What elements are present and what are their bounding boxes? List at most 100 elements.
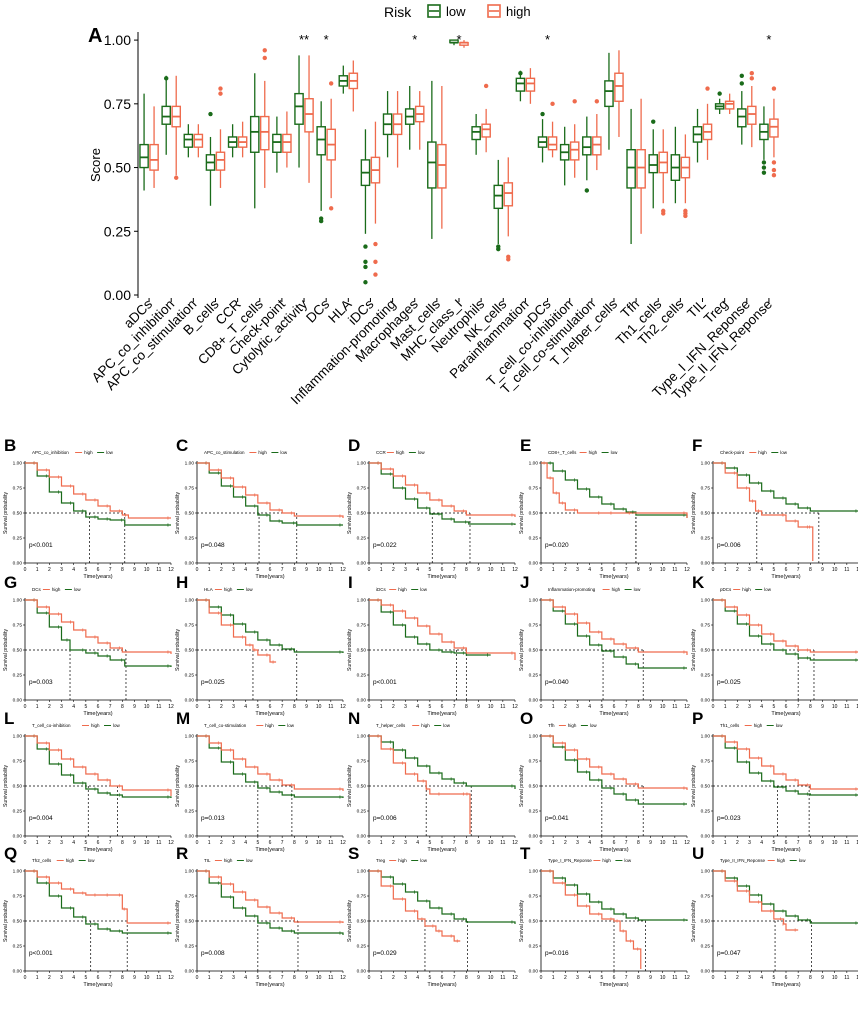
- km-x-tick-label: 4: [244, 975, 247, 981]
- km-x-tick-label: 9: [477, 704, 480, 710]
- km-x-tick-label: 5: [428, 840, 431, 846]
- km-legend-label-high: high: [754, 723, 763, 728]
- km-x-tick-label: 6: [269, 840, 272, 846]
- box-high: [680, 134, 691, 219]
- km-y-axis-label: Survival probability: [519, 492, 525, 534]
- significance-mark: *: [412, 32, 417, 47]
- km-curve-low: [369, 735, 516, 789]
- km-y-tick-label: 0.00: [701, 698, 711, 704]
- km-p-value: p=0.040: [545, 679, 569, 686]
- km-x-tick-label: 9: [133, 840, 136, 846]
- km-y-tick-label: 1.00: [357, 734, 367, 740]
- km-y-tick-label: 0.50: [185, 784, 195, 790]
- km-x-tick-label: 1: [36, 975, 39, 981]
- km-y-tick-label: 1.00: [13, 734, 23, 740]
- outlier-point: [739, 81, 744, 86]
- box-low: [427, 80, 437, 239]
- km-legend-label-low: low: [88, 858, 96, 863]
- km-x-tick-label: 5: [428, 975, 431, 981]
- km-y-axis-label: Survival probability: [691, 900, 697, 942]
- km-curve-low: [197, 462, 343, 526]
- outlier-point: [363, 244, 368, 249]
- km-x-tick-label: 4: [244, 840, 247, 846]
- box-high: [746, 71, 757, 148]
- km-x-tick-label: 8: [121, 975, 124, 981]
- km-x-tick-label: 11: [500, 840, 505, 846]
- km-y-tick-label: 0.50: [529, 648, 539, 654]
- km-panel-E: E CD8+_T_cells high low 0.00 0.25 0.50 0.75 1.00…: [519, 436, 690, 580]
- km-legend-title: CD8+_T_cells: [548, 450, 577, 455]
- box-body: [592, 136, 602, 156]
- box-body: [294, 92, 304, 125]
- km-y-tick-label: 0.75: [185, 894, 195, 900]
- box-body: [636, 149, 646, 189]
- km-x-tick-label: 7: [281, 840, 284, 846]
- km-y-tick-label: 0.25: [357, 944, 367, 950]
- km-x-tick-label: 2: [48, 704, 51, 710]
- km-p-value: p<0.001: [29, 542, 53, 549]
- km-x-tick-label: 7: [109, 704, 112, 710]
- km-x-tick-label: 5: [600, 567, 603, 573]
- box-low: [714, 91, 725, 115]
- box-high: [171, 75, 182, 180]
- km-x-tick-label: 0: [24, 975, 27, 981]
- box-body: [547, 136, 558, 151]
- km-x-tick-label: 8: [121, 567, 124, 573]
- km-x-tick-label: 12: [168, 975, 174, 981]
- km-x-tick-label: 2: [392, 975, 395, 981]
- km-y-axis-label: Survival probability: [175, 629, 181, 671]
- km-x-tick-label: 10: [488, 975, 494, 981]
- panel-letter: H: [176, 573, 188, 592]
- km-x-tick-label: 8: [121, 840, 124, 846]
- box-high: [237, 121, 248, 158]
- box-low: [759, 106, 769, 175]
- km-x-tick-label: 7: [109, 567, 112, 573]
- km-y-tick-label: 1.00: [357, 869, 367, 875]
- km-x-tick-label: 11: [328, 840, 333, 846]
- km-x-axis-label: Time(years): [427, 574, 456, 580]
- km-y-tick-label: 0.75: [13, 759, 23, 765]
- km-x-tick-label: 11: [844, 975, 849, 981]
- km-legend-label-high: high: [52, 587, 61, 592]
- km-y-tick-label: 0.00: [357, 969, 367, 975]
- km-y-tick-label: 0.50: [357, 648, 367, 654]
- km-x-tick-label: 7: [625, 840, 628, 846]
- km-y-tick-label: 0.50: [701, 919, 711, 925]
- km-y-tick-label: 0.75: [357, 623, 367, 629]
- km-x-tick-label: 1: [380, 840, 383, 846]
- km-x-tick-label: 7: [625, 567, 628, 573]
- km-curve-low: [541, 735, 687, 805]
- km-legend-label-high: high: [398, 858, 407, 863]
- km-y-tick-label: 0.75: [701, 759, 711, 765]
- y-axis-label: Score: [88, 148, 103, 182]
- km-panel-F: F Check-point high low 0.00 0.25 0.50 0.75 1.00 0…: [691, 436, 858, 580]
- km-x-tick-label: 3: [576, 704, 579, 710]
- km-legend-label-low: low: [74, 587, 82, 592]
- outlier-point: [218, 91, 223, 96]
- km-y-tick-label: 0.50: [529, 784, 539, 790]
- outlier-point: [584, 188, 590, 193]
- km-x-tick-label: 1: [208, 567, 211, 573]
- km-y-tick-label: 0.25: [529, 673, 539, 679]
- outlier-point: [328, 81, 334, 86]
- km-x-tick-label: 9: [305, 704, 308, 710]
- km-x-tick-label: 0: [540, 840, 543, 846]
- km-x-tick-label: 2: [48, 567, 51, 573]
- km-x-tick-label: 11: [500, 975, 505, 981]
- km-legend-title: HLA: [204, 587, 213, 592]
- box-low: [227, 124, 238, 158]
- km-x-tick-label: 1: [552, 567, 555, 573]
- km-x-tick-label: 1: [724, 975, 727, 981]
- km-x-tick-label: 10: [660, 975, 666, 981]
- km-y-tick-label: 1.00: [357, 598, 367, 604]
- km-legend-title: DCs: [32, 587, 41, 592]
- km-x-tick-label: 4: [244, 704, 247, 710]
- km-x-tick-label: 3: [232, 975, 235, 981]
- km-curve-low: [197, 870, 344, 935]
- km-x-tick-label: 9: [133, 704, 136, 710]
- km-x-tick-label: 10: [488, 704, 494, 710]
- box-high: [193, 124, 204, 158]
- km-x-tick-label: 10: [832, 567, 838, 573]
- box-high: [392, 91, 403, 168]
